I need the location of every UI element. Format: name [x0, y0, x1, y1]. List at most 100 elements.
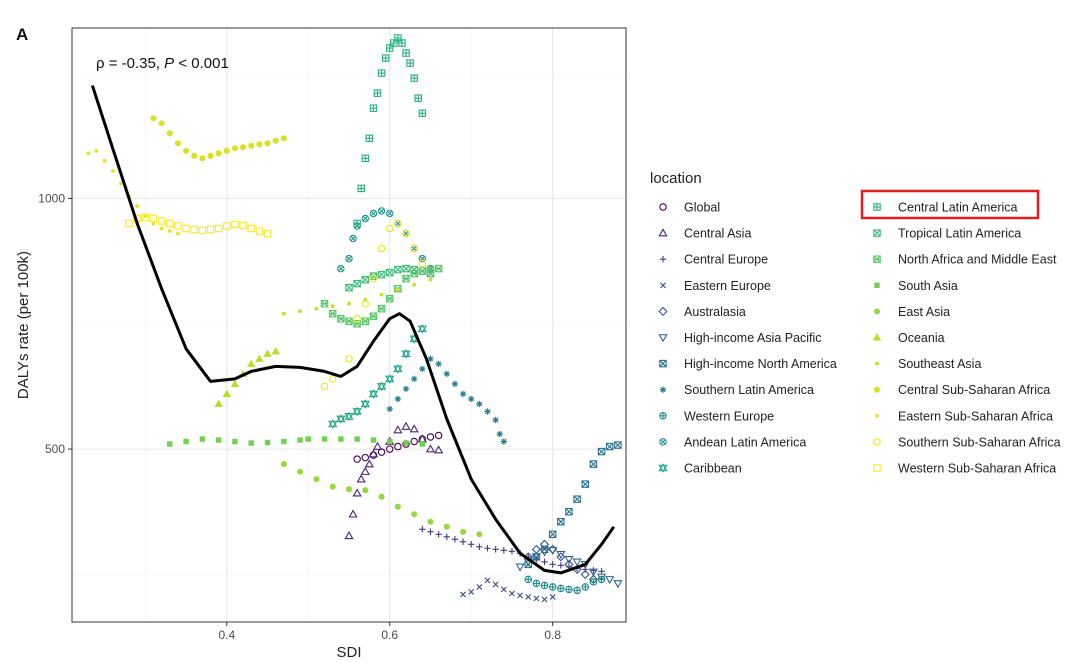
- data-point: [459, 390, 467, 398]
- data-point: [532, 553, 541, 561]
- data-point: [373, 89, 382, 97]
- data-point: [157, 217, 166, 225]
- data-point: [102, 158, 107, 163]
- data-point: [557, 562, 565, 569]
- legend-item-central-sub-saharan-africa: Central Sub-Saharan Africa: [873, 383, 1050, 397]
- data-point: [581, 583, 590, 591]
- data-point: [581, 480, 590, 488]
- data-point: [167, 229, 172, 233]
- panel-label: A: [16, 25, 28, 44]
- legend-label: Western Europe: [684, 409, 774, 423]
- legend-key: [659, 386, 667, 393]
- data-point: [248, 142, 255, 149]
- data-point: [540, 581, 549, 590]
- data-point: [365, 134, 374, 143]
- data-point: [247, 359, 256, 367]
- data-point: [361, 214, 370, 223]
- data-point: [476, 543, 483, 551]
- plot-panel: [71, 27, 627, 623]
- data-point: [548, 530, 557, 539]
- data-point: [433, 445, 444, 454]
- legend-key: [875, 413, 879, 418]
- data-point: [248, 440, 254, 446]
- data-point: [231, 220, 239, 229]
- data-point: [500, 438, 507, 445]
- data-point: [377, 270, 386, 279]
- legend-label: Andean Latin America: [684, 435, 806, 449]
- data-point: [230, 379, 240, 387]
- data-point: [329, 483, 336, 490]
- series-eastern-europe: [460, 577, 556, 603]
- data-point: [385, 268, 394, 277]
- data-point: [370, 437, 377, 443]
- data-point: [589, 460, 598, 468]
- legend-label: Western Sub-Saharan Africa: [898, 462, 1056, 476]
- legend-key: [875, 361, 879, 366]
- data-point: [198, 226, 207, 235]
- data-point: [476, 400, 483, 408]
- data-point: [403, 440, 409, 446]
- data-point: [372, 441, 383, 450]
- data-point: [401, 349, 411, 359]
- data-point: [435, 531, 442, 538]
- data-point: [418, 254, 427, 263]
- data-point: [393, 364, 403, 374]
- data-point: [206, 225, 215, 234]
- legend-key: [872, 333, 882, 341]
- data-point: [353, 279, 361, 288]
- data-point: [239, 221, 247, 230]
- data-point: [468, 541, 475, 548]
- legend-key: [873, 464, 881, 472]
- legend-label: East Asia: [898, 305, 950, 319]
- data-point: [386, 405, 393, 413]
- data-point: [149, 214, 158, 223]
- data-point: [330, 304, 335, 309]
- data-point: [531, 544, 542, 554]
- data-point: [280, 135, 287, 142]
- data-point: [541, 558, 548, 566]
- data-point: [434, 264, 443, 273]
- data-point: [368, 449, 379, 458]
- data-point: [426, 265, 435, 274]
- data-point: [459, 538, 467, 545]
- data-point: [496, 430, 503, 438]
- data-point: [564, 559, 574, 569]
- data-point: [174, 140, 181, 147]
- x-tick-label: 0.6: [381, 628, 398, 642]
- data-point: [418, 259, 427, 268]
- legend-key: [873, 203, 881, 211]
- data-point: [541, 596, 548, 603]
- data-point: [590, 567, 597, 574]
- legend-item-eastern-sub-saharan-africa: Eastern Sub-Saharan Africa: [875, 409, 1053, 423]
- data-point: [214, 224, 223, 233]
- data-point: [556, 552, 566, 562]
- data-point: [264, 140, 271, 147]
- legend-label: South Asia: [898, 279, 958, 293]
- series-southern-sub-saharan-africa: [320, 219, 427, 391]
- data-point: [214, 399, 223, 408]
- legend: Global Central Asia Central Europe Eastern …: [658, 201, 1061, 476]
- data-point: [460, 591, 467, 598]
- data-point: [377, 244, 386, 253]
- data-point: [468, 395, 475, 403]
- data-point: [362, 487, 369, 494]
- data-point: [402, 264, 410, 273]
- series-caribbean: [328, 323, 427, 429]
- data-point: [166, 219, 174, 228]
- legend-label: Central Europe: [684, 253, 768, 267]
- legend-item-western-europe: Western Europe: [659, 409, 774, 423]
- data-point: [557, 584, 565, 593]
- x-axis-title: SDI: [336, 644, 361, 661]
- data-point: [352, 406, 362, 417]
- data-point: [414, 94, 422, 102]
- legend-item-andean-latin-america: Andean Latin America: [659, 435, 806, 449]
- legend-item-global: Global: [659, 201, 720, 215]
- data-point: [135, 204, 140, 208]
- data-point: [174, 222, 182, 230]
- series-eastern-sub-saharan-africa: [86, 148, 180, 236]
- data-point: [427, 518, 434, 525]
- data-point: [338, 436, 344, 442]
- data-point: [451, 536, 459, 543]
- data-point: [190, 225, 198, 234]
- legend-key: [658, 306, 668, 317]
